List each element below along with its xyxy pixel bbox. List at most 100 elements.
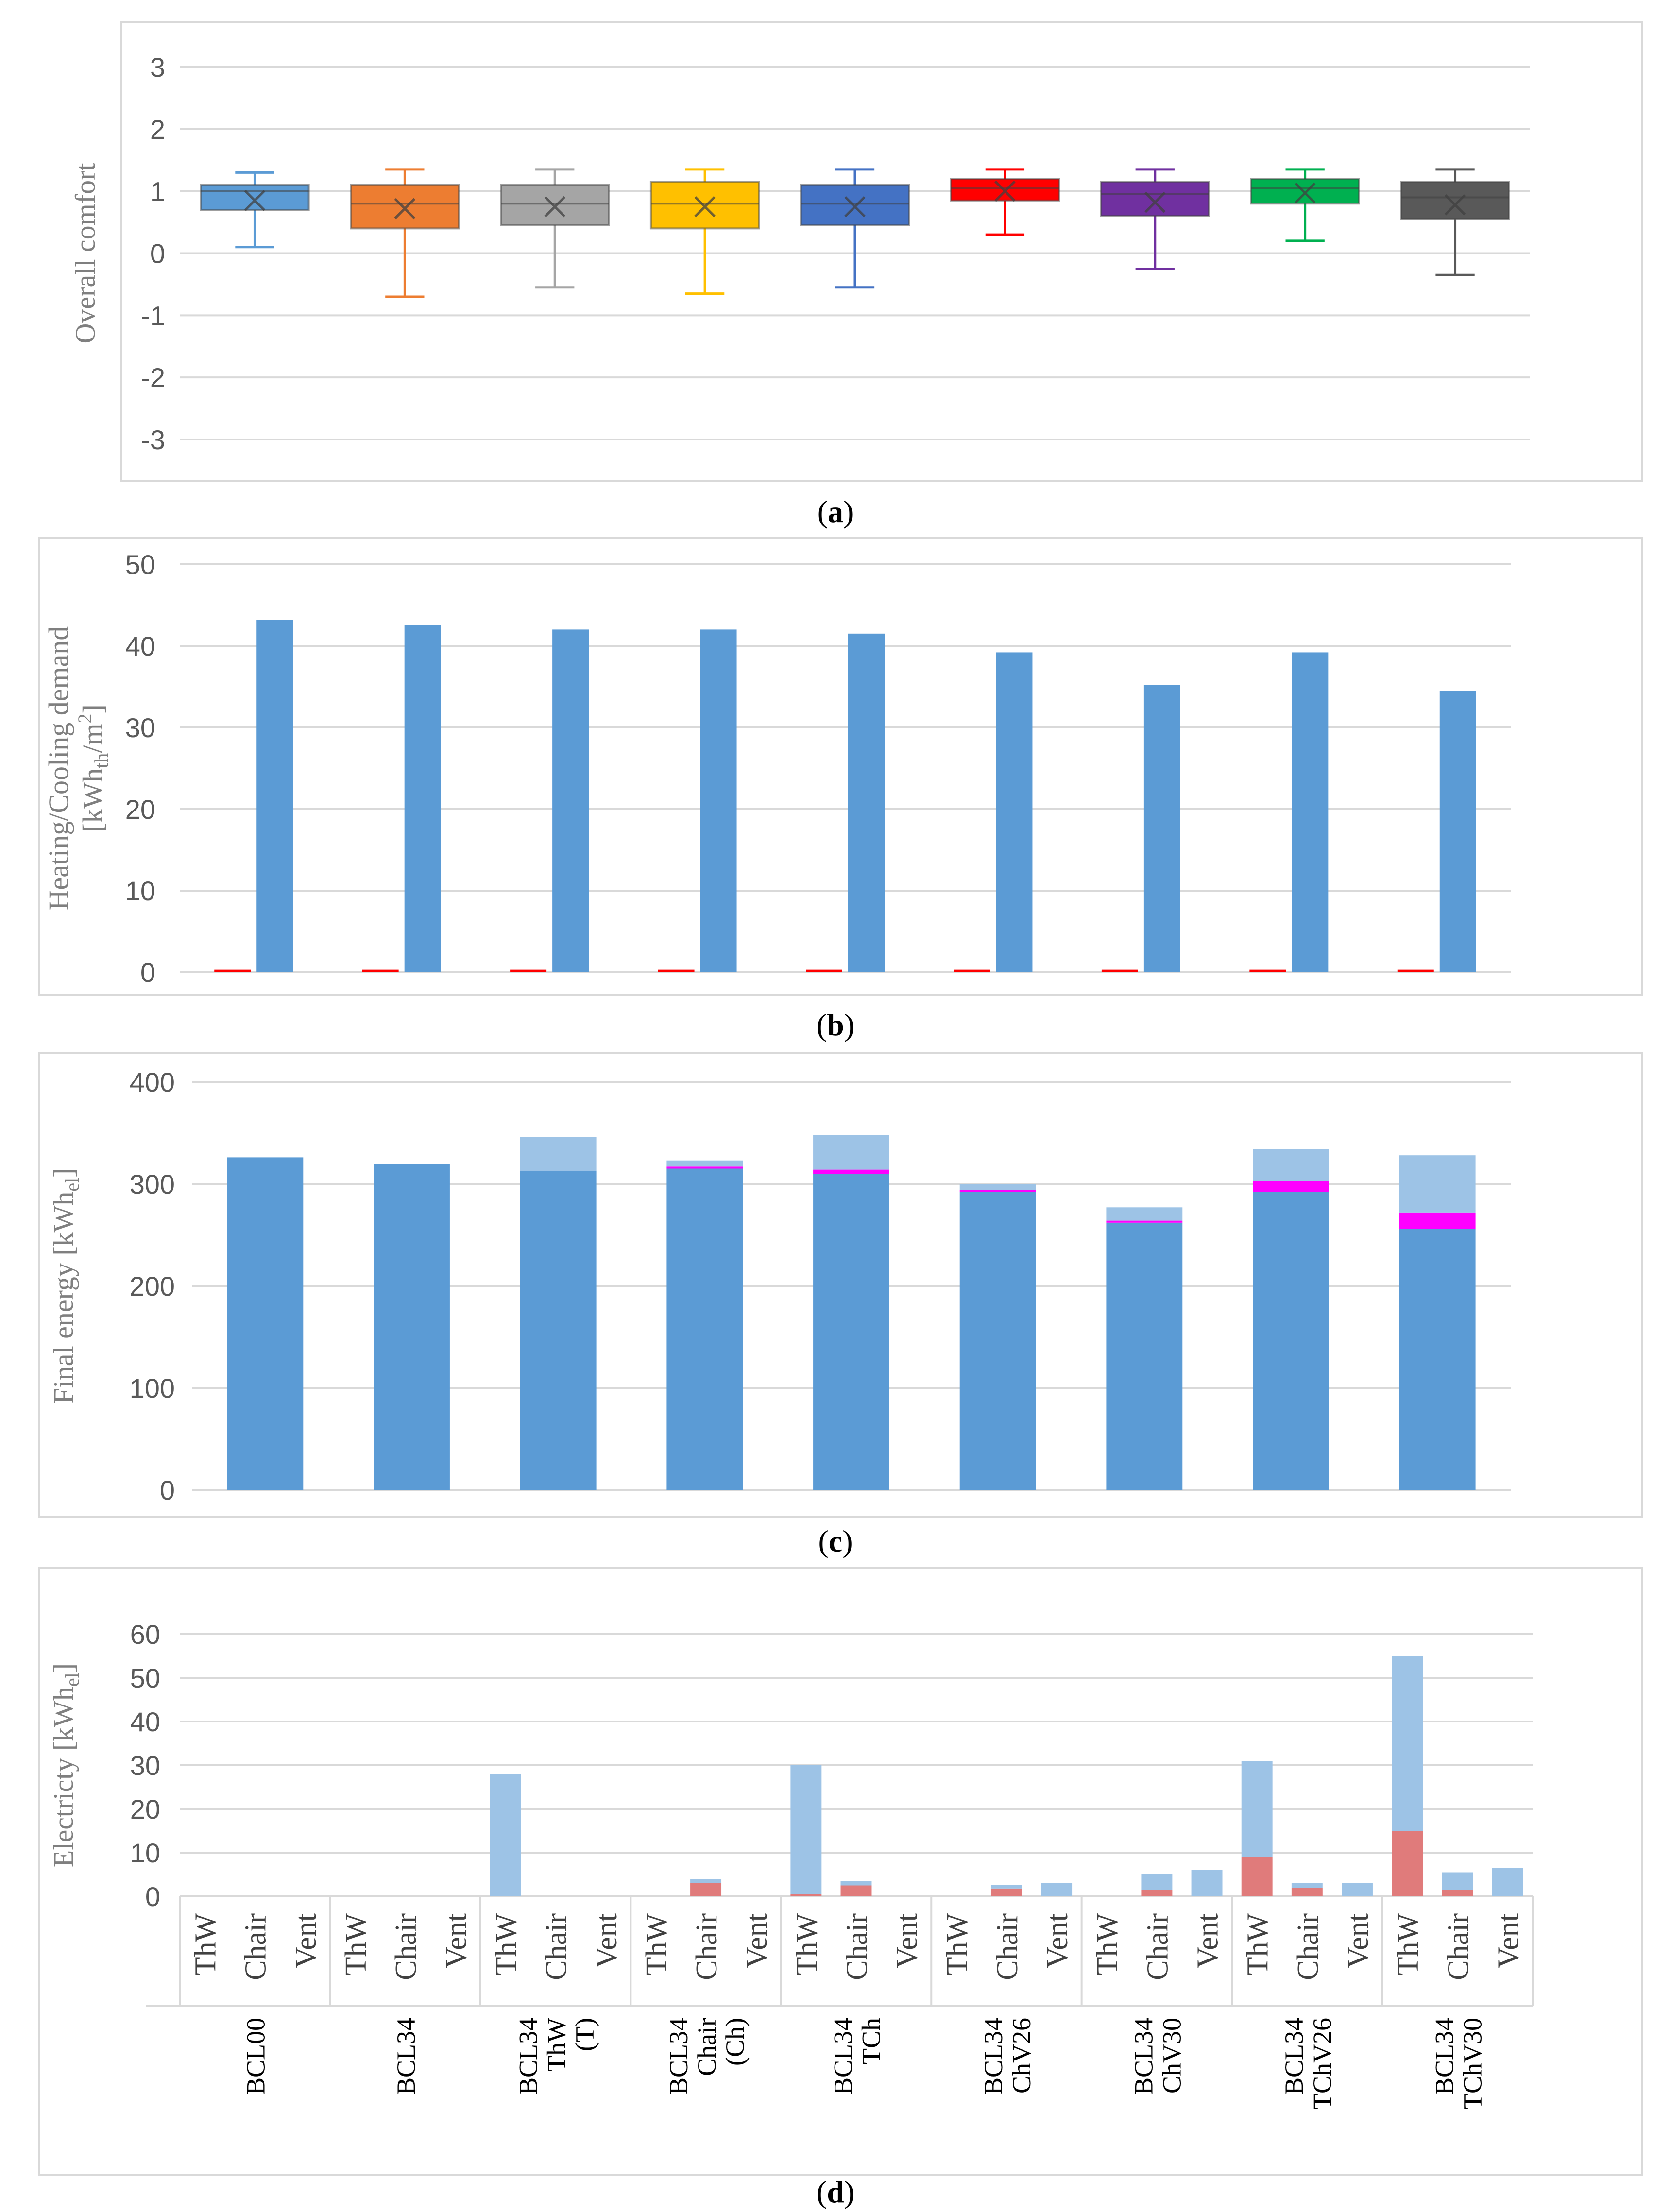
- box-mean-marker: [844, 196, 866, 218]
- bar-heating: [552, 629, 589, 972]
- panel-b-ylabel-pre: [kWh: [77, 768, 108, 832]
- panel-d-ylabel: Electricty [kWhel]: [48, 1663, 83, 1867]
- panel-b-ylabel-sup: 2: [74, 713, 96, 723]
- stacked-bar-segment: [374, 1164, 450, 1490]
- bar-heating: [404, 625, 441, 972]
- panel-d-ytick: 20: [130, 1794, 160, 1824]
- stacked-bar-segment: [1106, 1207, 1183, 1221]
- box-iqr: [350, 184, 460, 230]
- panel-d-subcategory-label: ThW: [490, 1913, 523, 1976]
- stacked-bar-segment: [813, 1174, 889, 1490]
- panel-b-ytick: 0: [140, 957, 155, 988]
- bar-cooling: [1249, 969, 1286, 972]
- box-iqr: [1100, 181, 1210, 217]
- stacked-bar-segment: [1241, 1761, 1273, 1857]
- stacked-bar-segment: [1253, 1192, 1329, 1490]
- panel-d-frame: [38, 1567, 1643, 2176]
- panel-d-group-label: BCL34: [1430, 2018, 1459, 2095]
- stacked-bar-segment: [959, 1184, 1036, 1190]
- panel-b-ytick: 10: [125, 876, 155, 906]
- stacked-bar-segment: [1041, 1883, 1073, 1896]
- panel-b-ylabel-line2: [kWhth/m2]: [74, 704, 112, 832]
- stacked-bar-segment: [990, 1885, 1022, 1889]
- stacked-bar-segment: [666, 1160, 743, 1167]
- panel-d-subcategory-label: Vent: [1342, 1913, 1375, 1969]
- panel-d-subcategory-label: Chair: [1141, 1913, 1174, 1980]
- stacked-bar-segment: [790, 1894, 822, 1896]
- stacked-bar-segment: [1141, 1890, 1173, 1896]
- panel-d-group-label: ThW: [542, 2018, 571, 2072]
- stacked-bar-segment: [1392, 1656, 1423, 1831]
- panel-d-subcategory-label: Chair: [239, 1913, 273, 1980]
- bar-cooling: [1101, 969, 1138, 972]
- stacked-bar-segment: [1442, 1872, 1473, 1890]
- panel-c-ylabel: Final energy [kWhel]: [48, 1168, 83, 1403]
- panel-d-group-label: ChV26: [1007, 2018, 1036, 2094]
- caption-b-letter: b: [827, 1008, 844, 1042]
- panel-d-group-label: BCL00: [241, 2018, 271, 2095]
- panel-d-subcategory-label: Chair: [390, 1913, 423, 1980]
- stacked-bar-segment: [1399, 1155, 1476, 1213]
- stacked-bar-segment: [520, 1137, 597, 1171]
- panel-b-heating-cooling-demand: 50 40 30 20 10 0 Heating/Cooling demand [kWhth/…: [38, 537, 1643, 996]
- panel-c-ytick: 300: [130, 1169, 175, 1199]
- panel-d-ytick: 10: [130, 1838, 160, 1868]
- stacked-bar-segment: [690, 1879, 722, 1883]
- panel-d-ytick: 50: [130, 1663, 160, 1693]
- panel-d-ytick: 40: [130, 1706, 160, 1737]
- panel-c-ylabel-post: ]: [48, 1168, 79, 1177]
- stacked-bar-segment: [813, 1135, 889, 1170]
- panel-d-electricity: 60 50 40 30 20 10 0 Electricty [kWhel] ThW Chair V…: [38, 1567, 1643, 2176]
- panel-d-subcategory-label: Chair: [1442, 1913, 1475, 1980]
- panel-d-group-label: (Ch): [720, 2018, 750, 2066]
- panel-d-group-label: (T): [570, 2018, 599, 2051]
- caption-c: (c): [818, 1524, 853, 1558]
- caption-a-letter: a: [828, 494, 843, 529]
- panel-d-group-label: Chair: [692, 2018, 721, 2076]
- stacked-bar-segment: [790, 1765, 822, 1894]
- panel-a-ytick: -1: [141, 300, 165, 331]
- stacked-bar-segment: [1392, 1831, 1423, 1896]
- panel-b-ytick: 20: [125, 794, 155, 825]
- panel-c-ytick: 0: [160, 1475, 175, 1505]
- stacked-bar-segment: [1291, 1888, 1323, 1896]
- stacked-bar-segment: [1253, 1181, 1329, 1192]
- stacked-bar-segment: [840, 1881, 872, 1886]
- panel-a-ytick: 3: [150, 52, 165, 83]
- panel-b-ylabel-mid: /m: [77, 723, 108, 753]
- panel-b-ytick: 50: [125, 549, 155, 580]
- stacked-bar-segment: [1291, 1883, 1323, 1888]
- panel-d-subcategory-label: ThW: [941, 1913, 974, 1976]
- panel-d-subcategory-label: Vent: [440, 1913, 473, 1969]
- panel-b-ytick: 30: [125, 712, 155, 743]
- stacked-bar-segment: [520, 1170, 597, 1490]
- bar-heating: [1292, 652, 1329, 972]
- panel-d-ytick: 60: [130, 1619, 160, 1650]
- panel-d-subcategory-label: Chair: [991, 1913, 1024, 1980]
- stacked-bar-segment: [1106, 1222, 1183, 1490]
- stacked-bar-segment: [1106, 1220, 1183, 1223]
- panel-a-ytick: -3: [141, 424, 165, 455]
- panel-d-group-label: BCL34: [1279, 2018, 1309, 2095]
- panel-d-subcategory-label: Chair: [841, 1913, 874, 1980]
- panel-d-subcategory-label: ThW: [1242, 1913, 1275, 1976]
- stacked-bar-segment: [1442, 1890, 1473, 1896]
- box-mean-marker: [1144, 191, 1166, 213]
- panel-d-group-label: BCL34: [829, 2018, 858, 2095]
- panel-b-frame: [38, 537, 1643, 996]
- bar-cooling: [658, 969, 695, 972]
- panel-d-subcategory-label: Chair: [1292, 1913, 1325, 1980]
- panel-c-ylabel-pre: Final energy [kWh: [48, 1192, 79, 1404]
- stacked-bar-segment: [1342, 1883, 1373, 1896]
- bar-cooling: [214, 969, 251, 972]
- stacked-bar-segment: [990, 1888, 1022, 1896]
- bar-heating: [1439, 691, 1476, 972]
- box-mean-marker: [994, 180, 1016, 202]
- panel-d-group-label: BCL34: [979, 2018, 1008, 2095]
- stacked-bar-segment: [813, 1169, 889, 1174]
- panel-d-subcategory-label: Vent: [290, 1913, 323, 1969]
- caption-b: (b): [817, 1008, 854, 1042]
- panel-c-ytick: 100: [130, 1373, 175, 1403]
- bar-heating: [700, 629, 737, 972]
- panel-d-subcategory-label: ThW: [1392, 1913, 1425, 1976]
